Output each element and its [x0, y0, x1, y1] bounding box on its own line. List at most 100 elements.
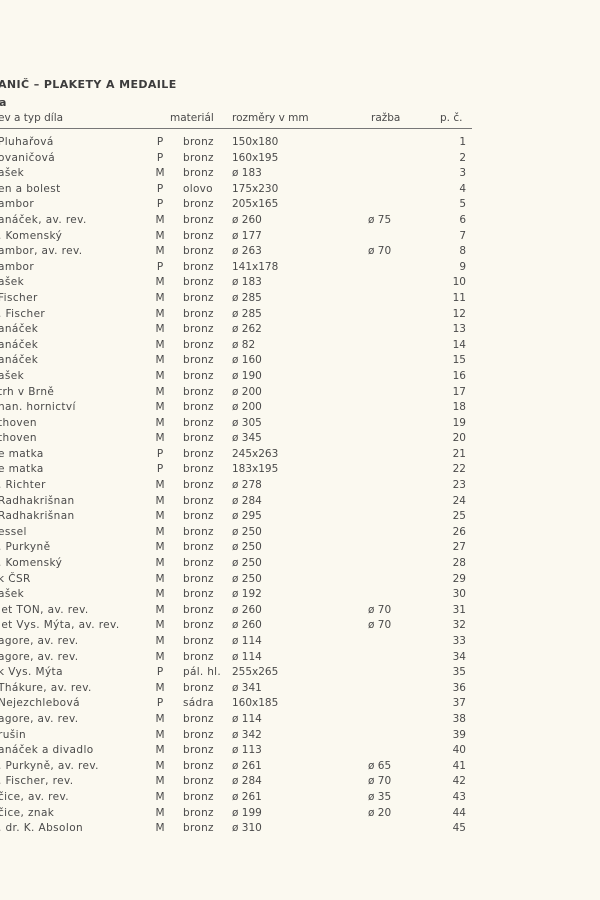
- header-material: materiál: [170, 112, 214, 124]
- work-name: essel: [0, 525, 27, 538]
- work-name: Fischer: [0, 291, 38, 304]
- item-number: 45: [452, 822, 466, 835]
- item-number: 16: [452, 369, 466, 382]
- header-rule: [0, 128, 472, 129]
- work-type: M: [155, 728, 165, 741]
- material: bronz: [183, 728, 214, 741]
- material: bronz: [183, 369, 214, 382]
- material: bronz: [183, 619, 214, 632]
- item-number: 17: [452, 385, 466, 398]
- dimensions: 175x230: [232, 182, 279, 195]
- dimensions: 255x265: [232, 666, 279, 679]
- dimensions: ø 310: [232, 822, 262, 835]
- item-number: 12: [452, 307, 466, 320]
- item-number: 3: [459, 167, 466, 180]
- dimensions: ø 250: [232, 541, 262, 554]
- material: bronz: [183, 775, 214, 788]
- work-type: P: [156, 198, 164, 211]
- item-number: 7: [459, 229, 466, 242]
- item-number: 38: [452, 712, 466, 725]
- material: bronz: [183, 806, 214, 819]
- dimensions: ø 305: [232, 416, 262, 429]
- material: bronz: [183, 681, 214, 694]
- item-number: 20: [452, 432, 466, 445]
- work-type: M: [155, 650, 165, 663]
- item-number: 30: [452, 588, 466, 601]
- work-name: e matka: [0, 463, 44, 476]
- work-type: P: [156, 260, 164, 273]
- material: bronz: [183, 151, 214, 164]
- dimensions: ø 114: [232, 712, 262, 725]
- razba: ø 20: [368, 806, 392, 819]
- header-dimensions: rozměry v mm: [232, 112, 309, 124]
- work-type: M: [155, 588, 165, 601]
- material: bronz: [183, 494, 214, 507]
- work-type: P: [156, 463, 164, 476]
- dimensions: 141x178: [232, 260, 279, 273]
- dimensions: 183x195: [232, 463, 279, 476]
- razba: ø 70: [368, 775, 392, 788]
- material: bronz: [183, 432, 214, 445]
- page-title: ANIČ – PLAKETY A MEDAILE: [0, 78, 177, 91]
- work-type: P: [156, 697, 164, 710]
- dimensions: 205x165: [232, 198, 279, 211]
- material: bronz: [183, 338, 214, 351]
- work-name: anáček: [0, 354, 39, 367]
- dimensions: ø 192: [232, 588, 262, 601]
- work-type: M: [155, 712, 165, 725]
- dimensions: ø 263: [232, 245, 262, 258]
- work-name: ašek: [0, 369, 25, 382]
- dimensions: ø 285: [232, 291, 262, 304]
- work-type: M: [155, 510, 165, 523]
- material: bronz: [183, 354, 214, 367]
- item-number: 41: [452, 759, 466, 772]
- item-number: 28: [452, 557, 466, 570]
- material: bronz: [183, 525, 214, 538]
- table-header: ev a typ díla materiál rozměry v mm ražb…: [0, 112, 600, 126]
- dimensions: ø 284: [232, 775, 262, 788]
- dimensions: ø 200: [232, 401, 262, 414]
- item-number: 1: [459, 136, 466, 148]
- work-type: M: [155, 572, 165, 585]
- work-name: . Richter: [0, 479, 46, 492]
- dimensions: ø 342: [232, 728, 262, 741]
- item-number: 44: [452, 806, 466, 819]
- material: bronz: [183, 712, 214, 725]
- material: bronz: [183, 229, 214, 242]
- work-type: M: [155, 291, 165, 304]
- dimensions: ø 113: [232, 744, 262, 757]
- work-type: M: [155, 744, 165, 757]
- dimensions: 245x263: [232, 447, 279, 460]
- dimensions: ø 341: [232, 681, 262, 694]
- work-name: . dr. K. Absolon: [0, 822, 84, 835]
- dimensions: ø 261: [232, 790, 262, 803]
- work-name: let TON, av. rev.: [0, 603, 89, 616]
- item-number: 37: [452, 697, 466, 710]
- razba: ø 70: [368, 619, 392, 632]
- dimensions: ø 199: [232, 806, 262, 819]
- work-type: M: [155, 401, 165, 414]
- work-type: M: [155, 775, 165, 788]
- work-name: e matka: [0, 447, 44, 460]
- work-name: Pluhařová: [0, 136, 54, 148]
- material: bronz: [183, 822, 214, 835]
- work-name: k Vys. Mýta: [0, 666, 63, 679]
